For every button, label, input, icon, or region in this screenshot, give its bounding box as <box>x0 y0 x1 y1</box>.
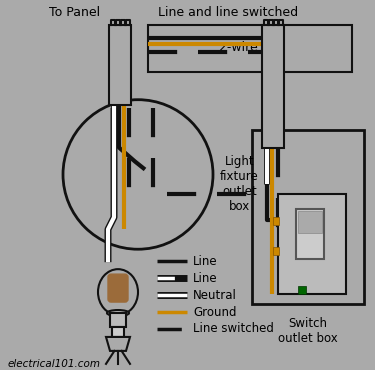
Bar <box>109 25 131 105</box>
Polygon shape <box>106 337 130 351</box>
Text: Line switched: Line switched <box>193 323 274 336</box>
Text: Neutral: Neutral <box>193 289 237 302</box>
Bar <box>252 130 364 304</box>
Ellipse shape <box>98 269 138 315</box>
Ellipse shape <box>107 310 129 316</box>
Text: Line: Line <box>193 272 217 285</box>
Text: To Panel: To Panel <box>50 6 100 20</box>
Bar <box>273 247 279 255</box>
Bar <box>298 211 322 233</box>
Bar <box>262 25 284 148</box>
Bar <box>298 286 306 294</box>
Text: Line: Line <box>193 255 217 268</box>
Bar <box>296 209 324 259</box>
Bar <box>112 327 124 337</box>
Text: electrical101.com: electrical101.com <box>8 359 101 369</box>
FancyBboxPatch shape <box>108 274 128 302</box>
Text: 2-wire NM: 2-wire NM <box>219 41 281 54</box>
Text: Light
fixture
outlet
box: Light fixture outlet box <box>220 155 259 213</box>
Text: Line and line switched: Line and line switched <box>158 6 298 20</box>
Bar <box>273 217 279 225</box>
Bar <box>278 194 346 294</box>
Bar <box>110 313 126 327</box>
Text: Switch
outlet box: Switch outlet box <box>278 317 338 345</box>
Text: Ground: Ground <box>193 306 237 319</box>
Circle shape <box>63 100 213 249</box>
Bar <box>148 25 352 72</box>
